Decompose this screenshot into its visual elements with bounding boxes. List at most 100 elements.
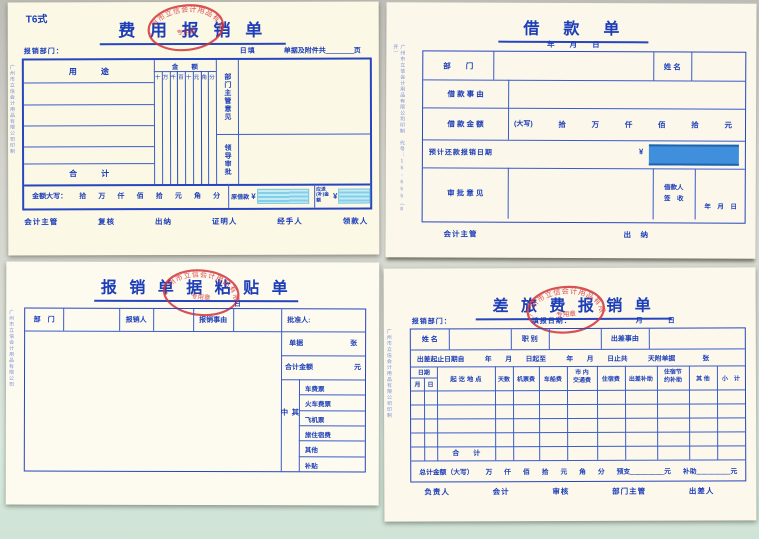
digit-word: 分 xyxy=(213,192,221,200)
signature-label: 部门主管 xyxy=(612,486,647,496)
column-header: 起 讫 地 点 xyxy=(450,376,482,384)
digit-word: 拾 xyxy=(155,193,163,201)
grid-line xyxy=(493,51,495,80)
amount-words-label: 金额大写： xyxy=(32,193,68,201)
digit-cell: 元 xyxy=(193,74,200,81)
digit-word: 万 xyxy=(98,193,106,201)
signature-label: 出差人 xyxy=(688,486,715,496)
loan-amount-digits: (大写) 拾 万 仟 佰 拾 元 xyxy=(508,108,738,141)
trip-reason-label: 出差事由 xyxy=(610,335,639,343)
grand-total-row: 总计金额（大写） 万 仟 佰 拾 元 角 分 预支＿＿＿＿＿元 补助＿＿＿＿＿元 xyxy=(411,459,745,481)
subsidy-label: 补助＿＿＿＿＿元 xyxy=(682,467,738,476)
digit-cell: 十 xyxy=(185,74,192,81)
column-header: 机票费 xyxy=(516,376,535,383)
column-header: 出差补助 xyxy=(628,376,653,383)
grand-total-label: 总计金额（大写） xyxy=(419,468,474,477)
receipt-label: 单据 xyxy=(289,340,304,348)
grid-line xyxy=(23,82,154,84)
person-label: 报销人 xyxy=(125,316,147,324)
attachments-label: 单据及附件共＿＿＿＿页 xyxy=(283,47,361,55)
signature-label: 会计主管 xyxy=(24,217,59,227)
digit-word: 佰 xyxy=(522,468,530,476)
expense-form: T6式 费 用 报 销 单 广州市立信会计用品有限公司 专用章 报销部门： 日填… xyxy=(7,0,380,256)
leader-approval-label: 领导审批 xyxy=(224,143,232,176)
grid-line xyxy=(298,455,365,458)
digit-word: 角 xyxy=(194,192,202,200)
highlighter-mark xyxy=(338,188,371,204)
grid-line xyxy=(233,309,235,332)
signature-label: 证明人 xyxy=(211,216,238,226)
digit-word: 万 xyxy=(591,119,600,129)
signature-label: 会计主管 xyxy=(443,229,478,239)
receipt-count-cell: 单据 张 xyxy=(281,331,365,355)
column-header: 住宿节 约补助 xyxy=(663,369,682,384)
loan-amount-label: 借 款 金 额 xyxy=(447,118,484,129)
travel-form: 差 旅 费 报 销 单 广州市立信会计用品有限公司 专用章 报销部门： 填报日期… xyxy=(383,267,757,522)
advance-label: 预支＿＿＿＿＿元 xyxy=(616,468,671,476)
original-loan-cell: 原借款 ¥ xyxy=(228,184,314,208)
expense-table: 用 途 合 计 金 额 十 万 千 百 十 元 角 分 xyxy=(21,57,373,211)
total-row-label: 合 计 xyxy=(452,450,481,458)
grid-line xyxy=(548,329,550,350)
signature-label: 负责人 xyxy=(424,487,450,497)
grid-line xyxy=(200,70,202,184)
grid-line xyxy=(216,133,371,135)
highlighter-mark xyxy=(648,144,739,166)
total-row-label: 合 计 xyxy=(69,169,110,179)
printer-info: 广州市立信会计用品有限公司印制 xyxy=(385,328,393,419)
digit-word: 元 xyxy=(174,193,182,201)
loan-date-line: 年 月 日 xyxy=(547,39,600,50)
grid-line xyxy=(411,403,746,406)
borrower-sign-label: 借款人 签 收 xyxy=(663,184,684,202)
use-column-header: 用 途 xyxy=(68,66,109,76)
grid-line xyxy=(208,70,210,184)
grid-line xyxy=(298,394,365,396)
digit-word: 仟 xyxy=(117,193,125,201)
grid-line xyxy=(169,71,171,185)
date-header: 日期 xyxy=(417,370,430,377)
digit-word: 角 xyxy=(579,468,586,476)
signature-label: 复核 xyxy=(98,217,116,227)
travel-signature-row: 负责人 会计 审核 部门主管 出差人 xyxy=(424,485,714,497)
grid-line xyxy=(298,425,365,427)
dept-label: 部 门 xyxy=(443,60,474,71)
dept-label: 部 门 xyxy=(33,316,55,324)
travel-table: 姓 名 职 别 出差事由 出差起止日期自 年 月 日起至 年 月 日止共 天附单… xyxy=(409,327,747,483)
column-header: 住宿费 xyxy=(601,376,620,383)
grid-line xyxy=(410,348,745,351)
reason-label: 报销事由 xyxy=(199,317,228,325)
printer-info: 广州市立信会计用品有限公司印制 xyxy=(8,64,16,155)
grid-line xyxy=(411,417,746,420)
grid-line xyxy=(63,308,65,331)
unit-label: 张 xyxy=(350,340,358,348)
dept-label: 报销部门： xyxy=(411,318,452,326)
grid-line xyxy=(508,79,510,108)
grid-line xyxy=(298,409,365,412)
date-char: 日 xyxy=(234,301,241,309)
digit-cell: 分 xyxy=(209,74,215,81)
digit-word: 佰 xyxy=(136,193,144,201)
loan-reason-label: 借 款 事 由 xyxy=(447,88,484,99)
repay-date-label: 预计还款报销日期 xyxy=(428,149,493,157)
grid-line xyxy=(23,125,154,127)
fill-date-label: 填报日期： xyxy=(531,317,572,326)
expense-item-label: 其他 xyxy=(304,447,318,455)
digit-word: 仟 xyxy=(624,119,633,129)
manager-opinion-label: 部门主管意见 xyxy=(223,72,231,121)
daxie-label: (大写) xyxy=(514,120,533,128)
digit-cell: 十 xyxy=(154,74,161,81)
loan-form: 借 款 单 年 月 日 部 门 姓 名 借 款 事 由 借 款 金 额 (大写)… xyxy=(385,2,757,259)
digit-word: 拾 xyxy=(79,193,87,201)
grid-line xyxy=(448,329,450,350)
grid-line xyxy=(184,71,187,185)
signature-label: 领款人 xyxy=(342,216,369,226)
refund-label: 应退(补)金额 xyxy=(316,187,329,204)
among-label: 其 中 xyxy=(279,408,300,443)
month-header: 月 xyxy=(414,382,421,389)
digit-cell: 角 xyxy=(201,74,207,81)
red-company-stamp: 广州市立信会计用品有限公司 专用章 xyxy=(140,0,227,52)
yen-sign: ¥ xyxy=(251,191,256,201)
grid-line xyxy=(23,104,154,106)
digit-word: 佰 xyxy=(658,119,666,129)
